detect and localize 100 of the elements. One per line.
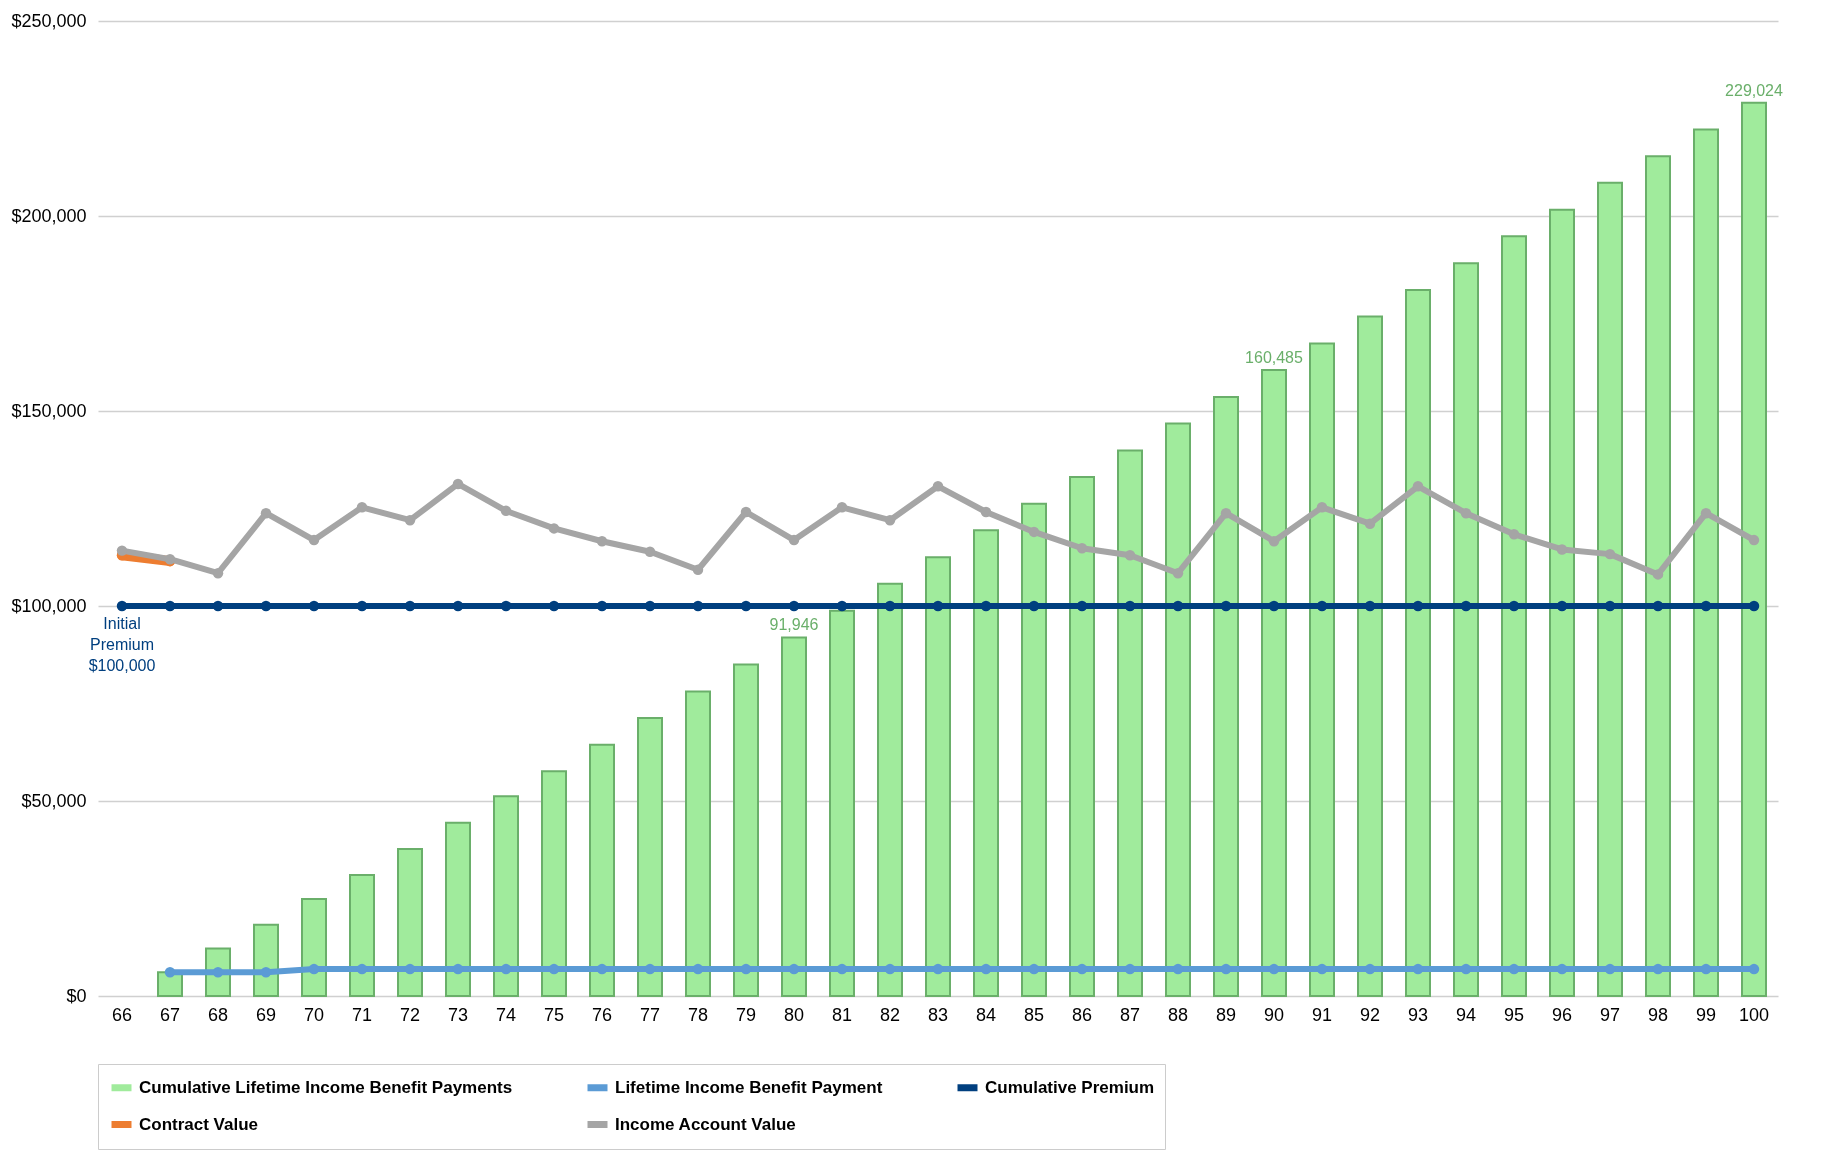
x-tick-label: 74: [495, 1004, 517, 1025]
point: [548, 600, 560, 612]
point: [692, 564, 704, 575]
bar: [445, 821, 471, 997]
point: [836, 600, 848, 612]
bar: [1405, 289, 1431, 997]
bar: [781, 636, 807, 997]
annotation: Initial Premium $100,000: [88, 615, 156, 674]
bar: [349, 874, 375, 997]
data-label: 91,946: [769, 616, 819, 634]
bar: [637, 716, 663, 997]
point: [932, 481, 944, 492]
x-tick-label: 70: [303, 1004, 325, 1025]
y-tick-label: $150,000: [11, 400, 87, 421]
point: [164, 966, 176, 978]
point: [1604, 548, 1616, 560]
point: [500, 600, 512, 612]
y-tick-label: $100,000: [11, 595, 87, 616]
legend-label: Cumulative Lifetime Income Benefit Payments: [139, 1077, 513, 1097]
point: [260, 600, 272, 612]
point: [452, 478, 464, 490]
y-tick-label: $50,000: [21, 790, 87, 811]
point: [548, 523, 560, 534]
x-tick-label: 80: [783, 1004, 805, 1025]
point: [1028, 526, 1040, 538]
legend-label: Lifetime Income Benefit Payment: [615, 1077, 883, 1097]
x-tick-label: 82: [879, 1004, 901, 1025]
point: [1364, 518, 1376, 529]
bar: [253, 923, 279, 997]
point: [212, 568, 224, 579]
x-tick-label: 75: [543, 1004, 565, 1025]
bar: [1213, 395, 1239, 997]
x-tick-label: 79: [735, 1004, 757, 1025]
bar: [1645, 155, 1671, 997]
point: [740, 506, 752, 518]
x-tick-label: 83: [927, 1004, 949, 1025]
point: [404, 600, 416, 612]
point: [1556, 544, 1568, 555]
point: [788, 534, 800, 546]
point: [164, 600, 176, 612]
point: [260, 507, 272, 519]
bar: [1501, 235, 1527, 997]
point: [644, 546, 656, 558]
x-tick-label: 86: [1071, 1004, 1093, 1025]
x-tick-label: 93: [1407, 1004, 1429, 1025]
x-tick-label: 76: [591, 1004, 613, 1025]
legend-label: Income Account Value: [615, 1114, 796, 1134]
bar: [1021, 502, 1047, 997]
point: [1172, 568, 1184, 579]
x-tick-label: 91: [1311, 1004, 1333, 1025]
point: [1268, 536, 1280, 547]
point: [308, 534, 320, 546]
point: [1460, 507, 1472, 519]
x-tick-label: 68: [207, 1004, 229, 1025]
point: [980, 506, 992, 518]
x-tick-label: 73: [447, 1004, 469, 1025]
point: [500, 505, 512, 517]
bar: [541, 770, 567, 997]
y-tick-label: $0: [66, 985, 87, 1006]
point: [404, 514, 416, 526]
y-tick-label: $250,000: [11, 10, 87, 31]
point: [1220, 507, 1232, 519]
x-tick-label: 98: [1647, 1004, 1669, 1025]
x-tick-label: 77: [639, 1004, 661, 1025]
bar: [1549, 208, 1575, 997]
bar: [925, 556, 951, 997]
bar: [1693, 128, 1719, 997]
point: [356, 502, 368, 513]
point: [452, 600, 464, 612]
point: [788, 600, 800, 612]
bar: [877, 582, 903, 997]
x-tick-label: 92: [1359, 1004, 1381, 1025]
y-tick-label: $200,000: [11, 205, 87, 226]
point: [356, 600, 368, 612]
x-tick-label: 95: [1503, 1004, 1525, 1025]
bar: [589, 743, 615, 997]
point: [260, 966, 272, 978]
x-tick-label: 99: [1695, 1004, 1717, 1025]
x-tick-label: 97: [1599, 1004, 1621, 1025]
x-tick-label: 85: [1023, 1004, 1045, 1025]
x-tick-label: 84: [975, 1004, 997, 1025]
bar: [1357, 315, 1383, 997]
legend-label: Contract Value: [139, 1114, 259, 1134]
point: [212, 966, 224, 978]
point: [836, 502, 848, 513]
bar: [1453, 262, 1479, 997]
point: [1748, 534, 1760, 546]
x-tick-label: 72: [399, 1004, 421, 1025]
point: [1652, 569, 1664, 580]
point: [1124, 550, 1136, 561]
x-tick-label: 66: [111, 1004, 133, 1025]
bar: [973, 529, 999, 997]
data-label: 229,024: [1725, 81, 1784, 99]
data-label: 160,485: [1245, 349, 1304, 367]
x-tick-label: 71: [351, 1004, 373, 1025]
point: [1316, 502, 1328, 513]
bar: [1069, 475, 1095, 997]
bar: [493, 795, 519, 997]
x-tick-label: 88: [1167, 1004, 1189, 1025]
bar: [1309, 342, 1335, 997]
